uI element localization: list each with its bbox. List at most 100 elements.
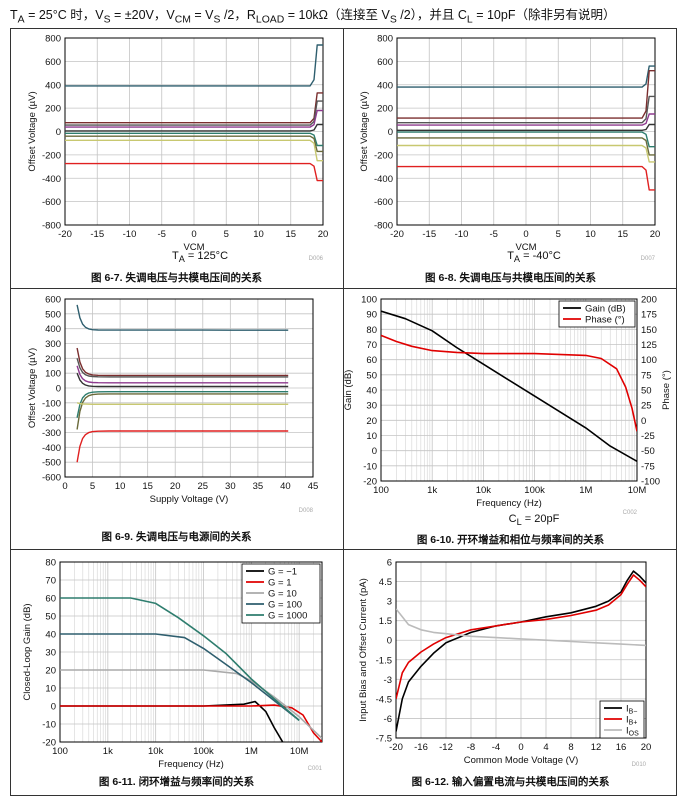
figure-caption: 图 6-8. 失调电压与共模电压间的关系: [425, 272, 596, 284]
legend-label: G = 10: [268, 589, 297, 600]
y-axis-label: Gain (dB): [343, 370, 354, 411]
x-tick-label: 4: [543, 742, 548, 753]
data-series-line: [397, 113, 655, 126]
header-text: = 25°C 时，V: [24, 8, 104, 22]
legend-label: IB+: [626, 715, 637, 727]
y-tick-label: 800: [377, 34, 393, 45]
grid-divider-horizontal: [10, 549, 677, 550]
y-tick-label: 30: [366, 401, 377, 412]
x-tick-label: 10: [585, 229, 596, 240]
legend-label: G = −1: [268, 567, 297, 578]
data-series-line: [76, 365, 289, 384]
x-tick-label: 5: [556, 229, 561, 240]
y-tick-label: 0: [372, 446, 377, 457]
legend-label: Phase (°): [585, 315, 625, 326]
x-tick-label: 100: [373, 485, 389, 496]
header-text: = 10kΩ（连接至 V: [284, 8, 390, 22]
x-tick-label: 5: [90, 481, 95, 492]
figure-code: D007: [641, 256, 656, 262]
figure-6-12: -20 -16 -12 -8 -4 0 4 8 12 16 20 -7.5 -6 -4.5 -3 -1.5 0 1…: [344, 550, 677, 796]
data-series-line: [397, 165, 655, 191]
legend-label-subscript: B+: [629, 720, 638, 727]
figure-6-10: 100 1k 10k 100k 1M 10M -20 -10 0 10 20 30 40 50 60 70 80…: [343, 289, 677, 549]
x-tick-label: -15: [90, 229, 104, 240]
y-tick-label: -20: [42, 738, 56, 749]
x-axis-label: Common Mode Voltage (V): [464, 755, 579, 766]
x-axis-label: VCM: [515, 242, 536, 253]
data-series-line: [65, 100, 323, 126]
x-tick-label: -5: [158, 229, 166, 240]
x-tick-label: -20: [390, 229, 404, 240]
y-tick-label: 100: [45, 369, 61, 380]
data-series-line: [65, 92, 323, 124]
x-tick-label: -20: [58, 229, 72, 240]
data-series-line: [381, 334, 637, 432]
y2-tick-label: 50: [641, 386, 652, 397]
legend-label: G = 100: [268, 600, 302, 611]
legend-label: G = 1: [268, 578, 292, 589]
y2-tick-label: 0: [641, 416, 646, 427]
y2-tick-label: 175: [641, 310, 657, 321]
data-series-line: [396, 570, 646, 732]
x-tick-label: 15: [142, 481, 153, 492]
data-series-line: [396, 574, 646, 700]
y-tick-label: 10: [366, 431, 377, 442]
x-tick-label: 8: [568, 742, 573, 753]
data-series-line: [65, 44, 323, 87]
x-tick-label: 0: [523, 229, 528, 240]
condition-label: TA = -40°C: [507, 250, 561, 265]
y2-tick-label: -25: [641, 431, 655, 442]
data-series-line: [76, 393, 289, 430]
y-tick-label: 200: [45, 104, 61, 115]
x-tick-label: 20: [170, 481, 181, 492]
x-tick-label: 15: [285, 229, 296, 240]
x-axis-label: Supply Voltage (V): [150, 494, 229, 505]
y-tick-label: -800: [42, 221, 61, 232]
condition-label: CL = 20pF: [508, 513, 560, 528]
x-tick-label: 16: [616, 742, 627, 753]
data-series-line: [65, 162, 323, 182]
y-tick-label: -400: [374, 174, 393, 185]
y2-tick-label: -50: [641, 446, 655, 457]
y-tick-label: 0: [387, 636, 392, 647]
header-text: /2），并且 C: [396, 8, 467, 22]
figure-caption: 图 6-11. 闭环增益与频率间的关系: [98, 776, 255, 788]
data-series-line: [60, 597, 300, 722]
figure-code: D008: [299, 508, 314, 514]
figure-6-7: -20 -15 -10 -5 0 5 10 15 20 -800 -600 -400 -200 0 200 4…: [10, 28, 343, 288]
y-tick-label: 200: [45, 354, 61, 365]
figure-caption: 图 6-12. 输入偏置电流与共模电压间的关系: [411, 776, 610, 788]
y-tick-label: 6: [387, 558, 392, 569]
data-series-line: [76, 358, 289, 378]
offset-vs-supply-chart: 0 5 10 15 20 25 30 35 40 45 -600 -500 -400 -300 -200 -1…: [27, 295, 318, 515]
x-tick-label: 10: [253, 229, 264, 240]
legend-label-subscript: OS: [629, 731, 639, 738]
y-tick-label: -10: [363, 461, 377, 472]
y2-tick-label: 125: [641, 340, 657, 351]
y2-tick-label: 150: [641, 325, 657, 336]
y-tick-label: 50: [366, 370, 377, 381]
y-tick-label: -20: [363, 477, 377, 488]
y-tick-label: 200: [377, 104, 393, 115]
y-tick-label: -600: [374, 197, 393, 208]
y-tick-label: -500: [42, 458, 61, 469]
condition-label: TA = 125°C: [171, 250, 229, 265]
header-text: = ±20V，V: [110, 8, 175, 22]
y-tick-label: 0: [51, 702, 56, 713]
x-tick-label: 10M: [628, 485, 647, 496]
x-tick-label: 10: [115, 481, 126, 492]
data-series-line: [396, 608, 646, 647]
x-tick-label: 1k: [103, 746, 113, 757]
x-tick-label: 20: [641, 742, 652, 753]
y-tick-label: 80: [366, 325, 377, 336]
grid-divider-horizontal: [10, 288, 677, 289]
legend-label: G = 1000: [268, 611, 307, 622]
x-tick-label: -5: [490, 229, 498, 240]
figure-code: C002: [623, 510, 638, 516]
plot-frame: [380, 298, 638, 482]
x-tick-label: -8: [467, 742, 475, 753]
y2-axis-label: Phase (°): [661, 370, 672, 410]
y-tick-label: 400: [45, 80, 61, 91]
data-series-line: [76, 402, 289, 405]
y-tick-label: -600: [42, 473, 61, 484]
